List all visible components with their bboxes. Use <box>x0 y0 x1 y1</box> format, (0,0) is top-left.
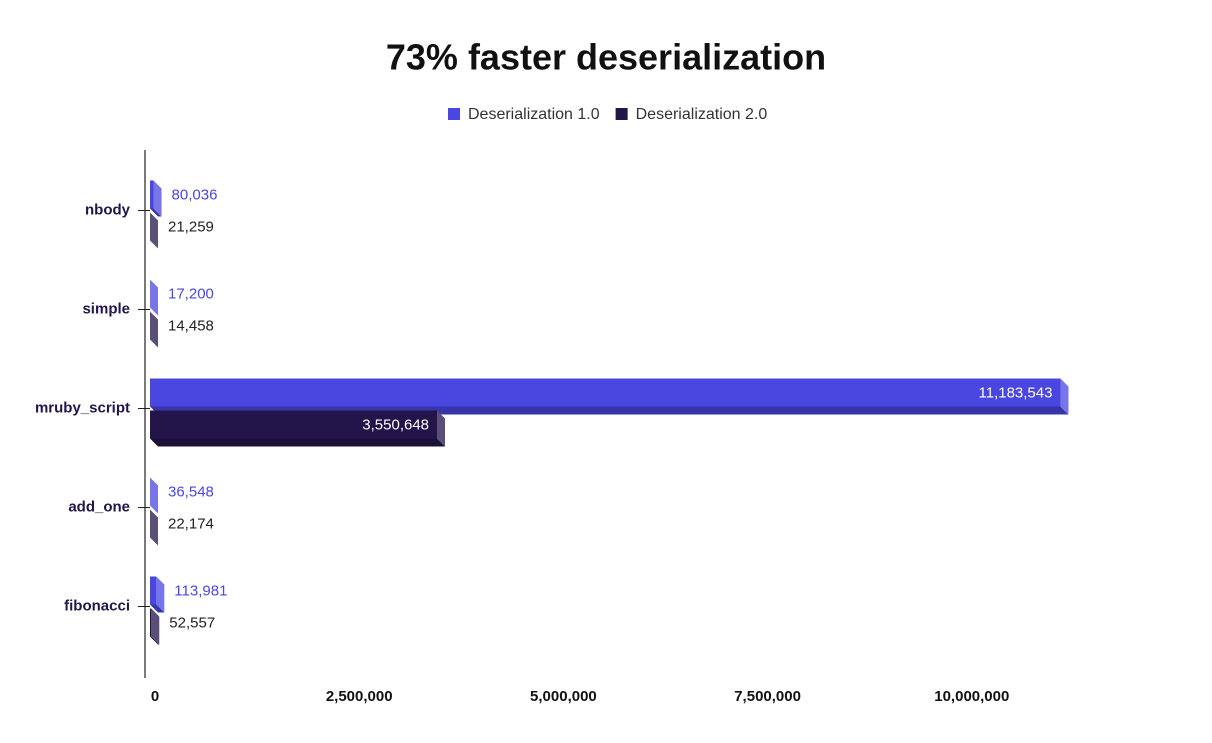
x-tick-label: 5,000,000 <box>530 688 597 705</box>
x-tick-label: 2,500,000 <box>326 688 393 705</box>
legend-swatch <box>615 108 628 120</box>
value-label: 14,458 <box>168 317 214 334</box>
bar-front-face <box>150 608 152 637</box>
y-tick-label: mruby_script <box>35 399 130 416</box>
bar <box>150 477 158 514</box>
legend-swatch <box>448 108 460 120</box>
value-label: 3,550,648 <box>362 416 429 433</box>
legend-label: Deserialization 2.0 <box>636 106 768 123</box>
x-tick-label: 7,500,000 <box>734 688 801 705</box>
value-label: 22,174 <box>168 515 214 532</box>
bar <box>150 180 162 217</box>
y-tick-label: add_one <box>68 498 130 515</box>
bar-side-face <box>150 509 158 546</box>
value-label: 36,548 <box>168 483 214 500</box>
bar-side-face <box>1060 378 1069 415</box>
bar-bottom-face <box>150 208 162 217</box>
value-label: 21,259 <box>168 218 214 235</box>
chart-title: 73% faster deserialization <box>386 37 826 78</box>
bar <box>150 212 158 249</box>
legend-label: Deserialization 1.0 <box>468 106 600 123</box>
bar-bottom-face <box>150 438 446 447</box>
bar <box>150 509 158 546</box>
bar-bottom-face <box>150 604 165 613</box>
value-label: 113,981 <box>174 582 227 599</box>
bar <box>150 410 446 447</box>
bar <box>150 311 158 348</box>
value-label: 11,183,543 <box>979 384 1053 401</box>
bar-side-face <box>150 477 158 514</box>
bar-side-face <box>156 576 165 613</box>
value-label: 52,557 <box>169 614 215 631</box>
bar-front-face <box>150 576 157 605</box>
value-label: 80,036 <box>172 186 218 203</box>
x-tick-label: 10,000,000 <box>934 688 1009 705</box>
bar-side-face <box>437 410 446 447</box>
y-tick-label: fibonacci <box>64 597 130 614</box>
bar-bottom-face <box>150 636 160 645</box>
bar <box>150 576 165 613</box>
bar-side-face <box>150 212 158 249</box>
value-label: 17,200 <box>168 285 214 302</box>
bar-front-face <box>150 378 1061 407</box>
y-tick-label: nbody <box>85 201 131 218</box>
y-tick-label: simple <box>82 300 130 317</box>
bar <box>150 608 160 645</box>
x-tick-label: 0 <box>151 688 159 705</box>
bar-front-face <box>150 180 154 209</box>
bar-side-face <box>150 279 158 316</box>
bar <box>150 378 1069 415</box>
bar-side-face <box>151 608 160 645</box>
bar <box>150 279 158 316</box>
bar-side-face <box>153 180 162 217</box>
bar-side-face <box>150 311 158 348</box>
bar-front-face <box>150 410 438 439</box>
